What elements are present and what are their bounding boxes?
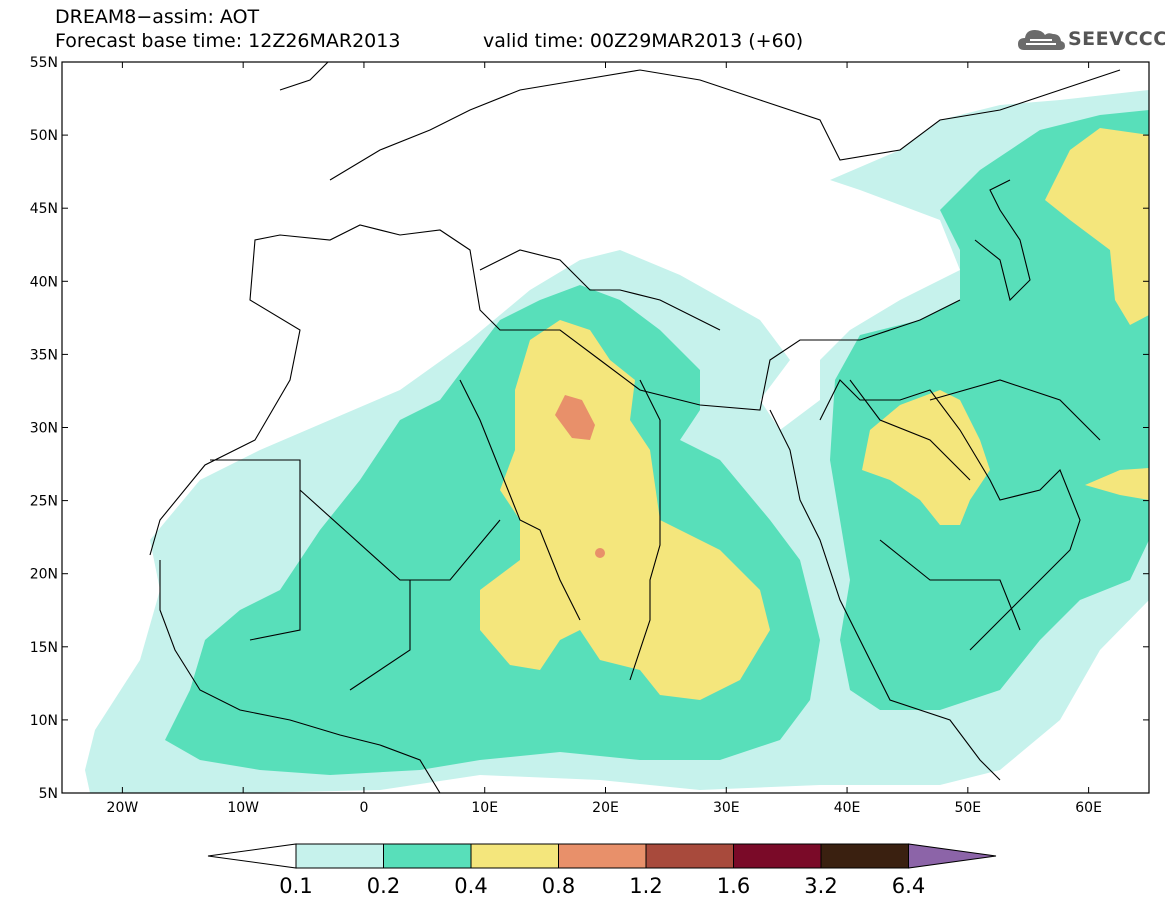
colorbar-label: 3.2 [804, 874, 837, 898]
aot-spot-0.8 [595, 548, 605, 558]
cloud-icon [1018, 30, 1065, 50]
seevccc-logo: SEEVCCC [1016, 22, 1165, 58]
lon-label: 60E [1075, 800, 1102, 816]
colorbar-box [733, 843, 822, 869]
lon-label: 20W [107, 800, 139, 816]
lat-label: 10N [30, 713, 58, 729]
aot-field-0.8 [555, 395, 595, 440]
lon-label: 50E [954, 800, 981, 816]
aot-field-0.2-mideast [830, 110, 1149, 710]
lat-label: 30N [30, 421, 58, 437]
logo-text: SEEVCCC [1068, 28, 1165, 50]
colorbar-box [470, 843, 559, 869]
lat-label: 20N [30, 567, 58, 583]
colorbar-label: 0.1 [279, 874, 312, 898]
lon-label: 40E [834, 800, 861, 816]
colorbar-box [383, 843, 472, 869]
lon-label: 10E [471, 800, 498, 816]
colorbar-box [820, 843, 909, 869]
colorbar-box [645, 843, 734, 869]
lat-label: 55N [30, 55, 58, 71]
coastlines [149, 62, 1121, 793]
lat-label: 50N [30, 128, 58, 144]
lon-ticks: 20W 10W 0 10E 20E 30E 40E 50E 60E [107, 62, 1102, 816]
lat-label: 15N [30, 640, 58, 656]
aot-field-0.4-caspian [1045, 128, 1149, 325]
colorbar-label: 1.6 [717, 874, 750, 898]
aot-field-0.4-iran [1085, 468, 1149, 500]
lon-label: 20E [592, 800, 619, 816]
lat-ticks: 55N 50N 45N 40N 35N 30N 25N 20N 15N 10N 5N [30, 55, 1149, 802]
aot-fields [85, 90, 1149, 793]
map-title: DREAM8−assim: AOT [55, 6, 260, 28]
lat-label: 35N [30, 347, 58, 363]
aot-field-0.4-sahara [480, 320, 770, 700]
lat-label: 45N [30, 201, 58, 217]
colorbar-label: 1.2 [629, 874, 662, 898]
lat-label: 25N [30, 494, 58, 510]
lon-label: 10W [227, 800, 259, 816]
colorbar-arrow-low [207, 843, 297, 869]
lat-label: 40N [30, 274, 58, 290]
lat-label: 5N [39, 786, 58, 802]
colorbar-label: 6.4 [892, 874, 925, 898]
valid-time: valid time: 00Z29MAR2013 (+60) [483, 30, 804, 52]
lon-label: 30E [713, 800, 740, 816]
lon-label: 0 [359, 800, 368, 816]
colorbar-label: 0.8 [542, 874, 575, 898]
forecast-base-time: Forecast base time: 12Z26MAR2013 [55, 30, 401, 52]
colorbar-arrow-high [908, 843, 997, 869]
colorbar-box [558, 843, 647, 869]
aot-field-0.4-gulf [862, 390, 990, 525]
colorbar-box [295, 843, 384, 869]
colorbar-label: 0.2 [367, 874, 400, 898]
colorbar-label: 0.4 [454, 874, 487, 898]
